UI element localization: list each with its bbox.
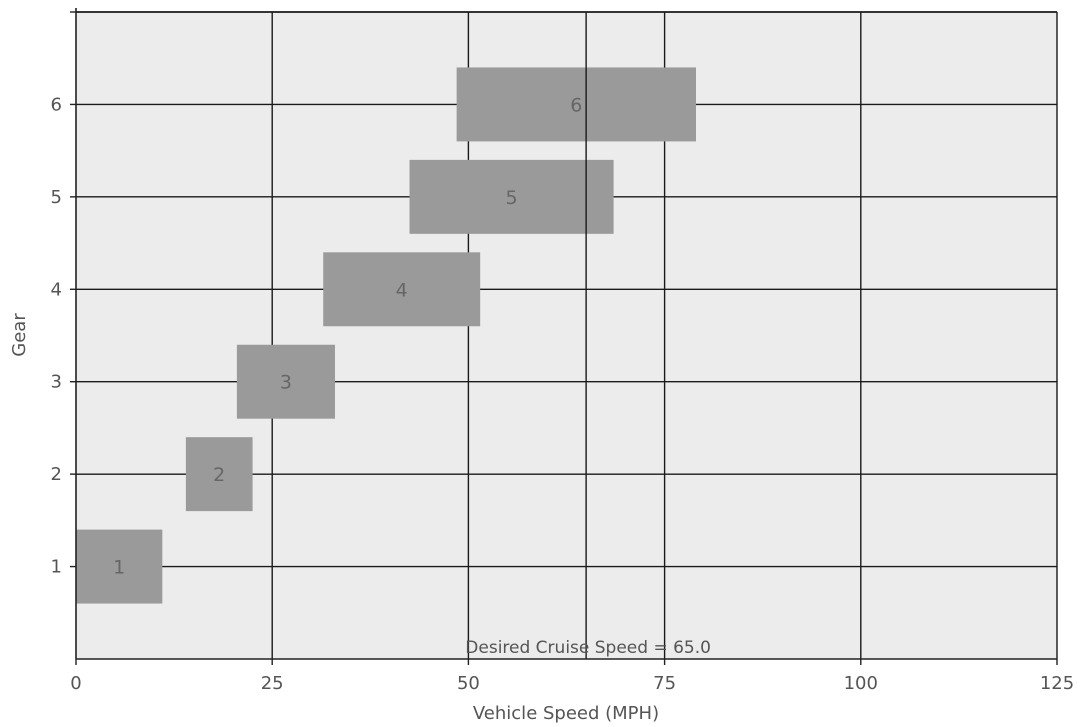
- bar-layer: 1 2 3 4 5 6: [76, 67, 696, 604]
- gear-bar: [236, 344, 335, 419]
- y-tick-label: 3: [51, 372, 62, 393]
- bar-label: 1: [113, 557, 125, 579]
- bar-label: 4: [396, 279, 408, 301]
- x-tick-label: 75: [653, 673, 676, 694]
- gear-bar: [456, 67, 696, 142]
- x-tick-label: 100: [844, 673, 878, 694]
- y-tick-label: 4: [51, 279, 62, 300]
- y-tick-label: 1: [51, 557, 62, 578]
- gear-bar: [76, 529, 163, 604]
- bar-label: 3: [280, 372, 292, 394]
- reference-layer: Desired Cruise Speed = 65.0: [465, 12, 711, 659]
- x-tick-label: 125: [1040, 673, 1074, 694]
- y-tick-label: 5: [51, 187, 62, 208]
- x-tick-label: 0: [70, 673, 81, 694]
- y-axis-title: Gear: [9, 313, 30, 357]
- x-tick-label: 25: [261, 673, 284, 694]
- gear-bar: [409, 159, 614, 234]
- y-tick-label: 2: [51, 464, 62, 485]
- bar-label: 2: [213, 464, 225, 486]
- cruise-speed-label: Desired Cruise Speed = 65.0: [465, 638, 711, 658]
- gear-bar: [323, 252, 481, 327]
- gear-bar: [185, 437, 253, 512]
- bar-label: 6: [570, 94, 582, 116]
- x-tick-label: 50: [457, 673, 480, 694]
- y-tick-label: 6: [51, 94, 62, 115]
- bar-label: 5: [506, 187, 518, 209]
- x-axis-title: Vehicle Speed (MPH): [473, 703, 659, 724]
